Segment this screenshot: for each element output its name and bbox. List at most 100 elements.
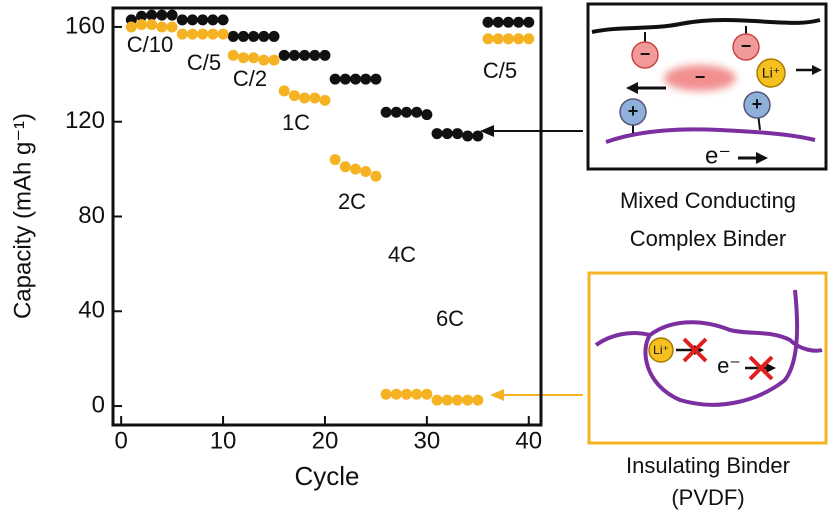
data-point — [329, 73, 341, 85]
data-point — [207, 28, 219, 40]
data-point — [339, 73, 351, 85]
data-point — [441, 128, 453, 140]
data-point — [390, 106, 402, 118]
rate-label: 2C — [338, 189, 366, 214]
data-point — [237, 30, 249, 42]
x-tick-label: 0 — [114, 427, 127, 454]
y-axis-label: Capacity (mAh g⁻¹) — [9, 113, 36, 319]
data-point — [156, 9, 168, 21]
data-point — [400, 388, 412, 400]
lithium-label: Li⁺ — [762, 65, 780, 81]
data-point — [462, 130, 474, 142]
plot-frame — [111, 6, 543, 427]
data-point — [227, 49, 239, 61]
data-point — [350, 163, 362, 175]
data-point — [472, 130, 484, 142]
data-point — [513, 33, 525, 45]
data-point — [197, 28, 209, 40]
data-point — [176, 28, 188, 40]
data-point — [166, 21, 178, 33]
rate-label: C/5 — [483, 58, 517, 83]
data-point — [319, 49, 331, 61]
y-tick-label: 160 — [65, 12, 105, 39]
data-point — [502, 16, 514, 28]
data-point — [431, 394, 443, 406]
x-tick-label: 10 — [210, 427, 237, 454]
data-point — [360, 165, 372, 177]
data-point — [309, 92, 321, 104]
data-point — [136, 10, 148, 22]
y-tick-label: 0 — [92, 391, 105, 418]
data-point — [492, 16, 504, 28]
data-point — [370, 170, 382, 182]
y-tick-label: 80 — [78, 202, 105, 229]
data-point — [146, 19, 158, 31]
data-point — [207, 14, 219, 26]
data-point — [217, 14, 229, 26]
data-point — [482, 33, 494, 45]
data-point — [502, 33, 514, 45]
conducting-diagram: − − − + + Li⁺ e⁻ — [586, 2, 828, 171]
cation-label: + — [752, 94, 763, 114]
data-point — [319, 94, 331, 106]
data-point — [350, 73, 362, 85]
diagram-label: (PVDF) — [671, 485, 744, 510]
data-point — [360, 73, 372, 85]
data-point — [390, 388, 402, 400]
rate-label: C/5 — [187, 50, 221, 75]
rate-label: 4C — [388, 242, 416, 267]
data-point — [339, 161, 351, 173]
data-point — [421, 109, 433, 121]
data-point — [217, 28, 229, 40]
lithium-label: Li⁺ — [653, 343, 669, 357]
anion-label: − — [695, 67, 706, 87]
data-point — [136, 19, 148, 31]
data-point — [431, 128, 443, 140]
data-point — [523, 33, 535, 45]
data-point — [258, 30, 270, 42]
diagram-label: Insulating Binder — [626, 453, 790, 478]
anion-label: − — [741, 36, 752, 56]
insulating-diagram: Li⁺ e⁻ — [587, 271, 828, 445]
data-point — [451, 128, 463, 140]
data-point — [278, 85, 290, 97]
data-point — [186, 14, 198, 26]
data-point — [146, 9, 158, 21]
data-point — [492, 33, 504, 45]
rate-label: C/2 — [233, 66, 267, 91]
y-tick-label: 40 — [78, 297, 105, 324]
data-point — [176, 14, 188, 26]
y-tick-label: 120 — [65, 107, 105, 134]
data-point — [278, 49, 290, 61]
data-point — [156, 21, 168, 33]
data-point — [482, 16, 494, 28]
x-axis-label: Cycle — [294, 461, 359, 491]
data-point — [299, 92, 311, 104]
data-point — [380, 106, 392, 118]
data-point — [299, 49, 311, 61]
data-point — [513, 16, 525, 28]
data-point — [288, 49, 300, 61]
data-point — [370, 73, 382, 85]
x-tick-label: 40 — [515, 427, 542, 454]
data-point — [451, 394, 463, 406]
electron-label: e⁻ — [705, 142, 731, 169]
data-point — [268, 54, 280, 66]
data-point — [248, 52, 260, 64]
rate-label: 6C — [436, 306, 464, 331]
data-point — [248, 30, 260, 42]
data-point — [258, 54, 270, 66]
data-point — [400, 106, 412, 118]
anion-label: − — [640, 44, 651, 64]
data-point — [197, 14, 209, 26]
arrows — [480, 125, 583, 401]
x-tick-label: 20 — [312, 427, 339, 454]
data-point — [421, 388, 433, 400]
data-point — [411, 388, 423, 400]
cation-label: + — [628, 101, 639, 121]
data-point — [288, 90, 300, 102]
data-point — [268, 30, 280, 42]
data-point — [411, 106, 423, 118]
data-point — [329, 154, 341, 166]
